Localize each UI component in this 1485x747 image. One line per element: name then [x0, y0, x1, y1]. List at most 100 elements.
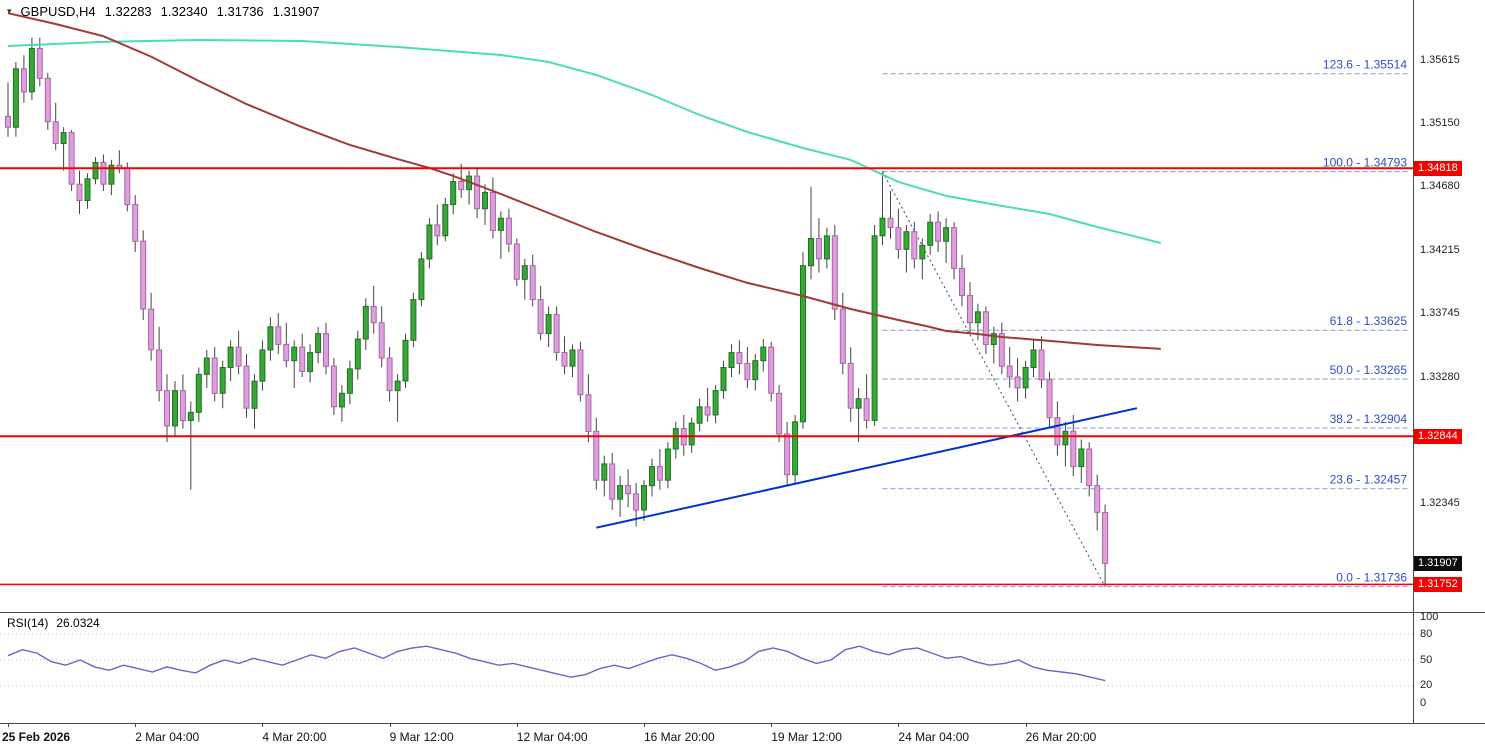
- candle-body: [164, 390, 170, 427]
- candle-body: [1038, 349, 1045, 381]
- price-pane-canvas[interactable]: 123.6 - 1.35514 100.0 - 1.34793 61.8 - 1.3…: [0, 0, 1413, 612]
- candle-body: [792, 421, 799, 476]
- candle-body: [227, 346, 234, 369]
- candle-body: [871, 235, 878, 421]
- candle-body: [235, 346, 242, 367]
- candle-body: [815, 238, 822, 260]
- candle-body: [1014, 376, 1021, 389]
- candle-body: [664, 448, 671, 481]
- candle-body: [307, 352, 314, 373]
- fib-label-50.0: 50.0 - 1.33265: [1330, 363, 1408, 377]
- candle-body: [529, 265, 536, 301]
- candle-body: [315, 333, 322, 354]
- ma-slow-green[interactable]: [7, 38, 1162, 244]
- price-axis-label: 1.33745: [1420, 307, 1460, 320]
- candle-body: [704, 406, 711, 416]
- candle-body: [44, 77, 51, 123]
- candle-body: [243, 365, 250, 409]
- candle-body: [513, 243, 520, 280]
- candle-body: [148, 308, 155, 351]
- candle-body: [450, 181, 457, 206]
- candle-body: [990, 333, 997, 346]
- time-axis-label: 12 Mar 04:00: [516, 730, 588, 744]
- price-badge-1.31907: 1.31907: [1414, 555, 1462, 571]
- rsi-pane-canvas[interactable]: [0, 612, 1413, 723]
- time-axis-separator: [0, 723, 1485, 724]
- candle-body: [959, 267, 965, 297]
- candle-body: [744, 362, 751, 381]
- candle-body: [1006, 365, 1013, 378]
- candle-body: [911, 231, 918, 260]
- time-axis-tick: [516, 723, 518, 727]
- candle-body: [545, 314, 552, 335]
- time-axis-label: 26 Mar 20:00: [1025, 730, 1097, 744]
- candle-body: [776, 392, 783, 435]
- candle-body: [275, 326, 282, 345]
- rsi-line: [7, 645, 1106, 682]
- candle-body: [935, 221, 942, 242]
- candle-body: [863, 398, 870, 421]
- candle-body: [1102, 511, 1109, 564]
- candle-body: [943, 227, 950, 242]
- fib-label-61.8: 61.8 - 1.33625: [1330, 314, 1408, 328]
- fib-anchor-line[interactable]: [882, 171, 1106, 587]
- candle-body: [195, 373, 202, 413]
- time-axis-label: 25 Feb 2026: [2, 730, 71, 744]
- time-axis-tick: [389, 723, 391, 727]
- candle-body: [1078, 448, 1085, 468]
- candle-body: [521, 265, 528, 280]
- quote-low: 1.31736: [216, 4, 264, 19]
- candle-body: [974, 311, 981, 324]
- candle-body: [1054, 417, 1061, 446]
- candle-body: [537, 299, 544, 335]
- candle-body: [768, 346, 775, 394]
- price-scale[interactable]: 1.35615 1.35150 1.34680 1.34215 1.33745 1.332…: [1414, 0, 1485, 723]
- time-scale[interactable]: 25 Feb 2026 2 Mar 04:00 4 Mar 20:00 9 Mar 1…: [0, 723, 1485, 747]
- candle-body: [251, 380, 258, 409]
- candle-body: [346, 368, 353, 394]
- candle-body: [927, 221, 934, 246]
- candle-body: [132, 204, 139, 242]
- candle-body: [553, 314, 560, 354]
- candle-body: [394, 380, 401, 392]
- candle-body: [1062, 430, 1069, 446]
- price-axis-label: 1.34680: [1420, 180, 1460, 193]
- trendline[interactable]: [596, 407, 1138, 529]
- price-badge-1.34818: 1.34818: [1414, 160, 1462, 176]
- candle-body: [410, 299, 417, 341]
- candle-body: [482, 191, 488, 210]
- candle-body: [951, 227, 958, 269]
- candle-body: [76, 183, 83, 201]
- candle-body: [808, 238, 814, 267]
- symbol-dropdown-icon[interactable]: ▾: [7, 6, 12, 16]
- price-badge-1.31752: 1.31752: [1414, 576, 1462, 592]
- candle-body: [672, 428, 679, 450]
- candle-body: [1086, 448, 1093, 487]
- time-axis-label: 2 Mar 04:00: [135, 730, 200, 744]
- time-axis-label: 4 Mar 20:00: [262, 730, 327, 744]
- ma-fast-brown[interactable]: [7, 12, 1161, 350]
- candle-body: [784, 433, 791, 476]
- time-axis-label: 24 Mar 04:00: [898, 730, 970, 744]
- candle-body: [20, 68, 27, 93]
- candle-body: [879, 217, 886, 237]
- candle-body: [1094, 485, 1101, 513]
- candle-body: [36, 48, 43, 79]
- candle-body: [1030, 349, 1037, 368]
- quote-close: 1.31907: [272, 4, 320, 19]
- candle-body: [497, 217, 504, 231]
- candle-body: [299, 346, 306, 373]
- candle-body: [967, 295, 973, 324]
- candle-body: [625, 485, 632, 495]
- time-axis-tick: [1025, 723, 1027, 727]
- candle-body: [649, 466, 655, 487]
- candle-body: [593, 430, 600, 481]
- candle-body: [919, 244, 926, 260]
- candle-body: [354, 338, 361, 370]
- pane-separator[interactable]: [0, 612, 1485, 613]
- candle-body: [156, 349, 163, 392]
- price-axis-label: 1.35615: [1420, 53, 1460, 66]
- candle-body: [426, 224, 433, 260]
- candle-body: [124, 167, 131, 206]
